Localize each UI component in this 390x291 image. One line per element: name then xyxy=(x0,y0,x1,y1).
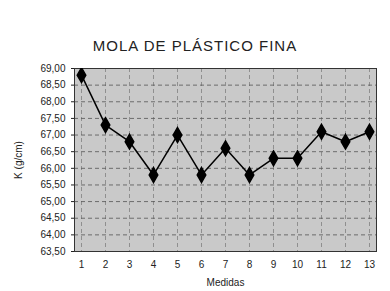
svg-text:10: 10 xyxy=(292,259,304,270)
svg-text:9: 9 xyxy=(271,259,277,270)
svg-text:63,50: 63,50 xyxy=(40,246,65,257)
svg-text:68,50: 68,50 xyxy=(40,79,65,90)
svg-text:69,00: 69,00 xyxy=(40,63,65,74)
svg-text:67,00: 67,00 xyxy=(40,129,65,140)
svg-text:66,00: 66,00 xyxy=(40,163,65,174)
html-text:MOLA DE PLÁSTICO FINA: MOLA DE PLÁSTICO FINA xyxy=(92,37,298,54)
svg-text:65,50: 65,50 xyxy=(40,179,65,190)
svg-text:65,00: 65,00 xyxy=(40,196,65,207)
svg-text:66,50: 66,50 xyxy=(40,146,65,157)
svg-text:4: 4 xyxy=(151,259,157,270)
svg-text:1: 1 xyxy=(79,259,85,270)
svg-text:3: 3 xyxy=(127,259,133,270)
svg-text:5: 5 xyxy=(175,259,181,270)
svg-text:68,00: 68,00 xyxy=(40,96,65,107)
svg-text:2: 2 xyxy=(103,259,109,270)
svg-text:Medidas: Medidas xyxy=(207,277,245,288)
svg-text:13: 13 xyxy=(364,259,376,270)
svg-text:K (g/cm): K (g/cm) xyxy=(13,141,24,179)
svg-text:11: 11 xyxy=(316,259,327,270)
svg-text:7: 7 xyxy=(223,259,229,270)
svg-text:6: 6 xyxy=(199,259,205,270)
svg-text:64,50: 64,50 xyxy=(40,212,65,223)
svg-text:8: 8 xyxy=(247,259,253,270)
svg-text:64,00: 64,00 xyxy=(40,229,65,240)
svg-text:67,50: 67,50 xyxy=(40,113,65,124)
svg-text:12: 12 xyxy=(340,259,352,270)
